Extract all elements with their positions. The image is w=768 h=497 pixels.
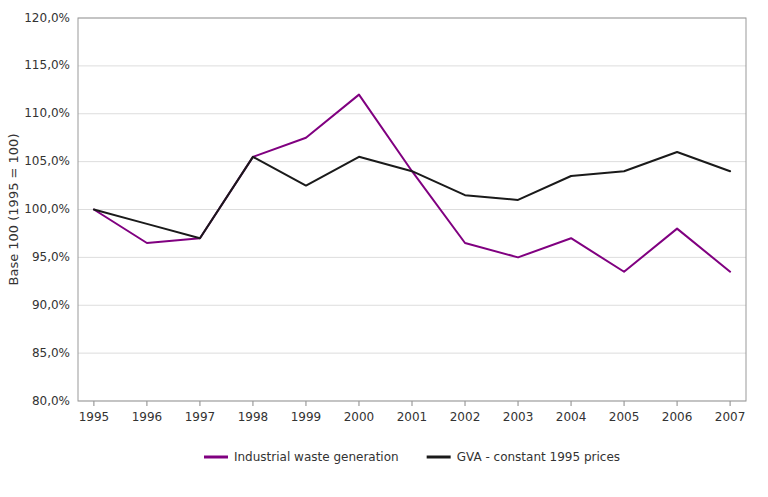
x-tick-label: 2001	[397, 410, 428, 424]
x-tick	[412, 401, 413, 406]
y-tick-label: 95,0%	[32, 250, 70, 264]
legend: Industrial waste generation GVA - constan…	[204, 450, 620, 464]
grid-line	[78, 113, 746, 114]
x-tick	[730, 401, 731, 406]
y-tick-label: 110,0%	[24, 106, 70, 120]
x-ticks: 1995 1996 1997 1998 1999 2000 2001 2002 2003 2004…	[79, 401, 746, 424]
y-tick-label: 105,0%	[24, 154, 70, 168]
x-tick	[93, 401, 94, 406]
y-axis-label: Base 100 (1995 = 100)	[6, 134, 21, 286]
legend-label: GVA - constant 1995 prices	[457, 450, 620, 464]
x-tick	[252, 401, 253, 406]
x-tick-label: 1999	[291, 410, 322, 424]
y-tick-label: 120,0%	[24, 11, 70, 25]
grid-line	[78, 305, 746, 306]
x-tick-label: 2007	[715, 410, 746, 424]
grid-line	[78, 209, 746, 210]
grid-line	[78, 161, 746, 162]
x-tick	[146, 401, 147, 406]
x-tick	[677, 401, 678, 406]
series-line	[94, 152, 730, 238]
y-tick-label: 100,0%	[24, 202, 70, 216]
x-tick-label: 2004	[556, 410, 587, 424]
x-tick-label: 1996	[132, 410, 163, 424]
plot-frame	[78, 18, 746, 401]
x-tick	[465, 401, 466, 406]
x-tick	[358, 401, 359, 406]
chart: 80,0% 85,0% 90,0% 95,0% 100,0% 105,0% 110,0% 11…	[0, 0, 768, 497]
y-grid	[78, 18, 746, 401]
legend-swatch	[204, 456, 228, 459]
x-tick	[305, 401, 306, 406]
x-tick-label: 1997	[185, 410, 216, 424]
legend-label: Industrial waste generation	[234, 450, 399, 464]
x-tick	[624, 401, 625, 406]
legend-item: GVA - constant 1995 prices	[427, 450, 620, 464]
y-tick-labels: 80,0% 85,0% 90,0% 95,0% 100,0% 105,0% 110,0% 11…	[24, 11, 70, 408]
x-tick-label: 2005	[609, 410, 640, 424]
x-tick-label: 1995	[79, 410, 110, 424]
legend-swatch	[427, 456, 451, 459]
x-tick	[199, 401, 200, 406]
series-line	[94, 95, 730, 272]
y-tick-label: 85,0%	[32, 346, 70, 360]
y-tick-label: 90,0%	[32, 298, 70, 312]
x-tick-label: 2006	[662, 410, 693, 424]
x-tick-label: 2002	[450, 410, 481, 424]
x-tick	[518, 401, 519, 406]
y-tick-label: 115,0%	[24, 58, 70, 72]
grid-line	[78, 257, 746, 258]
plot-background	[78, 18, 746, 401]
x-tick-label: 2003	[503, 410, 534, 424]
lines	[94, 95, 730, 272]
x-tick	[571, 401, 572, 406]
grid-line	[78, 353, 746, 354]
grid-line	[78, 65, 746, 66]
x-tick-label: 2000	[344, 410, 375, 424]
legend-item: Industrial waste generation	[204, 450, 399, 464]
x-tick-label: 1998	[238, 410, 269, 424]
y-tick-label: 80,0%	[32, 394, 70, 408]
